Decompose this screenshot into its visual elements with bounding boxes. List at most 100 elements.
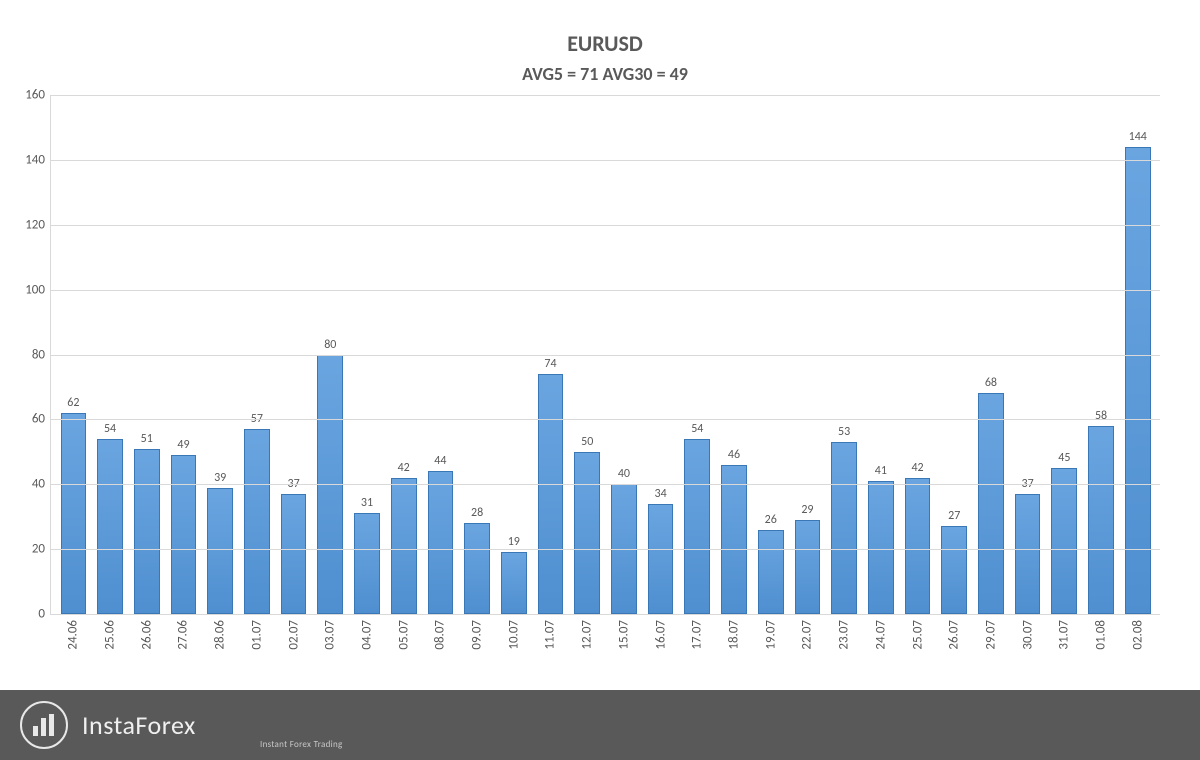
bar-rect [428,471,454,614]
gridline [51,419,1160,420]
x-tick-label: 01.07 [249,614,264,650]
bar-data-label: 74 [544,357,556,371]
bar-data-label: 28 [471,506,483,520]
bar-rect [758,530,784,614]
gridline [51,225,1160,226]
bar-rect [648,504,674,614]
instaforex-logo-icon [20,701,68,749]
bar-rect [905,478,931,614]
x-tick-label: 25.06 [103,614,118,650]
x-tick-label: 11.07 [543,614,558,650]
bar-data-label: 58 [1095,409,1107,423]
bar-rect [171,455,197,614]
x-tick-label: 18.07 [727,614,742,650]
bar-data-label: 62 [67,396,79,410]
x-tick-label: 19.07 [763,614,778,650]
bar-data-label: 27 [948,509,960,523]
bar-rect [281,494,307,614]
x-tick-label: 16.07 [653,614,668,650]
bar-data-label: 68 [985,376,997,390]
bar-rect [391,478,417,614]
bar-rect [1088,426,1114,614]
bar-data-label: 26 [765,513,777,527]
bar-rect [354,513,380,614]
y-tick-label: 20 [11,542,45,557]
watermark-brand: InstaForex [82,709,196,741]
x-tick-label: 08.07 [433,614,448,650]
plot-region: 6224.065425.065126.064927.063928.065701.… [50,95,1160,615]
x-tick-label: 22.07 [800,614,815,650]
y-tick-label: 40 [11,477,45,492]
bar-data-label: 54 [691,422,703,436]
x-tick-label: 10.07 [506,614,521,650]
chart-title: EURUSD [50,30,1160,57]
bar-data-label: 53 [838,425,850,439]
bar-data-label: 49 [177,438,189,452]
x-tick-label: 03.07 [323,614,338,650]
bar-rect [538,374,564,614]
bar-data-label: 42 [911,461,923,475]
gridline [51,290,1160,291]
bar-rect [978,393,1004,614]
bar-rect [134,449,160,614]
gridline [51,160,1160,161]
bar-rect [795,520,821,614]
bar-rect [684,439,710,614]
bar-data-label: 19 [508,535,520,549]
bar-data-label: 42 [398,461,410,475]
x-tick-label: 15.07 [616,614,631,650]
x-tick-label: 09.07 [470,614,485,650]
bar-rect [464,523,490,614]
y-tick-label: 0 [11,607,45,622]
gridline [51,355,1160,356]
x-tick-label: 05.07 [396,614,411,650]
bar-rect [941,526,967,614]
bar-data-label: 80 [324,338,336,352]
bar-rect [97,439,123,614]
gridline [51,95,1160,96]
bar-rect [831,442,857,614]
bar-data-label: 39 [214,471,226,485]
bar-data-label: 54 [104,422,116,436]
x-tick-label: 01.08 [1094,614,1109,650]
bar-data-label: 40 [618,467,630,481]
x-tick-label: 26.07 [947,614,962,650]
bar-rect [501,552,527,614]
bar-rect [1051,468,1077,614]
y-tick-label: 60 [11,412,45,427]
x-tick-label: 28.06 [213,614,228,650]
x-tick-label: 26.06 [139,614,154,650]
x-tick-label: 02.07 [286,614,301,650]
x-tick-label: 02.08 [1130,614,1145,650]
bar-rect [207,488,233,615]
chart-area: EURUSD AVG5 = 71 AVG30 = 49 6224.065425.… [50,30,1160,620]
x-tick-label: 24.07 [873,614,888,650]
y-tick-label: 140 [11,152,45,167]
bar-data-label: 44 [434,454,446,468]
bar-data-label: 144 [1129,130,1147,144]
bar-data-label: 45 [1058,451,1070,465]
y-tick-label: 120 [11,217,45,232]
x-tick-label: 23.07 [837,614,852,650]
x-tick-label: 04.07 [359,614,374,650]
bar-rect [1125,147,1151,614]
watermark-tagline: Instant Forex Trading [260,739,343,750]
x-tick-label: 24.06 [66,614,81,650]
x-tick-label: 12.07 [580,614,595,650]
chart-subtitle: AVG5 = 71 AVG30 = 49 [50,63,1160,85]
bar-data-label: 46 [728,448,740,462]
y-tick-label: 160 [11,88,45,103]
bar-rect [868,481,894,614]
bar-data-label: 50 [581,435,593,449]
x-tick-label: 31.07 [1057,614,1072,650]
bar-data-label: 31 [361,496,373,510]
bar-data-label: 34 [655,487,667,501]
gridline [51,484,1160,485]
watermark-bar: InstaForex Instant Forex Trading [0,690,1200,760]
x-tick-label: 17.07 [690,614,705,650]
y-tick-label: 100 [11,282,45,297]
bar-rect [61,413,87,614]
x-tick-label: 30.07 [1020,614,1035,650]
bar-rect [574,452,600,614]
bar-data-label: 41 [875,464,887,478]
